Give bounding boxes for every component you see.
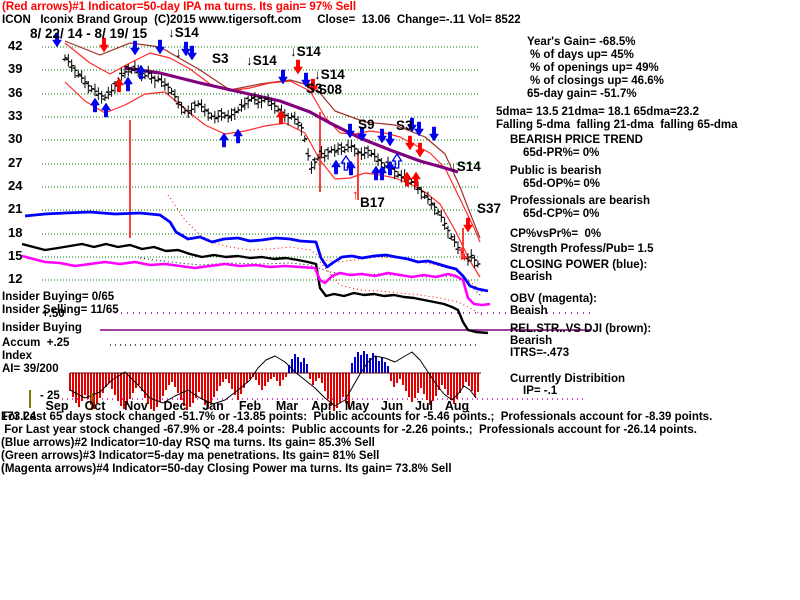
y-axis-label: 33 (8, 108, 23, 123)
relstr-line (21, 242, 489, 335)
right-panel-line: Year's Gain= -68.5% (527, 36, 636, 48)
insider-label: AI= 39/200 (2, 363, 59, 375)
y-axis-label: 39 (8, 61, 23, 76)
right-panel-line: BEARISH PRICE TREND (510, 134, 643, 146)
cp-ma-dotted (167, 194, 483, 293)
date-range: 8/ 22/ 14 - 8/ 19/ 15 (30, 26, 148, 41)
right-panel-line: Public is bearish (510, 165, 602, 177)
bottom-line: For Last 65 days stock changed -51.7% or… (1, 411, 713, 423)
insider-label: Accum +.25 (2, 337, 70, 349)
y-axis-label: 21 (8, 201, 23, 216)
insider-label: +.50 (42, 308, 65, 320)
right-panel-line: 65-day gain= -51.7% (527, 88, 637, 100)
month-label: Jul (414, 399, 434, 413)
signal-label: ↓S14 (168, 25, 199, 40)
signal-label: S3 (396, 118, 413, 133)
title-line: ICON Iconix Brand Group (C)2015 www.tige… (2, 14, 521, 26)
reference-lines (62, 312, 590, 400)
y-axis-label: 18 (8, 225, 23, 240)
right-panel-line: % of days up= 45% (530, 49, 634, 61)
relstr-ma-dotted (319, 261, 483, 316)
right-panel-line: Falling 5-dma falling 21-dma falling 65-… (496, 119, 738, 131)
insider-label: - 25 (40, 390, 60, 402)
right-panel-line: OBV (magenta): (510, 293, 597, 305)
month-label: Oct (84, 399, 106, 413)
month-label: Apr (311, 399, 333, 413)
y-axis-label: 42 (8, 38, 23, 53)
bottom-line: (Green arrows)#3 Indicator=5-day ma pene… (1, 450, 380, 462)
right-panel-line: 65d-OP%= 0% (523, 178, 601, 190)
signal-label: S3 (306, 81, 323, 96)
month-label: Jun (380, 399, 404, 413)
right-panel-line: % of closings up= 46.6% (530, 75, 664, 87)
ai-line (69, 351, 477, 407)
y-axis-label: 27 (8, 155, 23, 170)
y-axis-label: 36 (8, 85, 23, 100)
right-panel-line: % of openings up= 49% (530, 62, 659, 74)
bottom-line: (Magenta arrows)#4 Indicator=50-day Clos… (1, 463, 452, 475)
y-axis-label: 15 (8, 248, 23, 263)
month-label: Aug (444, 399, 470, 413)
ma50-line (124, 66, 459, 174)
y-axis-label: 30 (8, 131, 23, 146)
right-panel-line: REL.STR..VS DJI (brown): (510, 323, 652, 335)
right-panel-line: Currently Distribition (510, 373, 626, 385)
signal-arrows (52, 32, 473, 233)
indicator1-legend: (Red arrows)#1 Indicator=50-day IPA ma t… (2, 1, 357, 13)
right-panel-line: 65d-CP%= 0% (523, 208, 600, 220)
insider-label: Insider Buying= 0/65 (2, 291, 115, 303)
y-axis-label: 12 (8, 271, 23, 286)
signal-label: ↓S14 (290, 44, 321, 59)
month-label: Mar (275, 399, 299, 413)
signal-label: S9 (358, 117, 375, 132)
right-panel-line: 5dma= 13.5 21dma= 18.1 65dma=23.2 (496, 106, 699, 118)
month-label: Nov (124, 399, 148, 413)
right-panel-line: Bearish (510, 335, 553, 347)
right-panel-line: 65d-PR%= 0% (523, 147, 600, 159)
bottom-line: 173.24 (1, 411, 37, 423)
lower-band-line (64, 81, 481, 278)
bottom-line: (Blue arrows)#2 Indicator=10-day RSQ ma … (1, 437, 375, 449)
closing-power-line (24, 210, 489, 293)
signal-label: ↓ (175, 45, 182, 60)
month-label: Dec (163, 399, 187, 413)
vertical-markers (29, 112, 464, 410)
signal-label: S08 (318, 82, 343, 97)
signal-label: ↓S14 (450, 159, 481, 174)
insider-label: Index (2, 350, 33, 362)
right-panel-line: CLOSING POWER (blue): (510, 259, 648, 271)
y-axis-label: 24 (8, 178, 23, 193)
signal-label: B17 (360, 195, 385, 210)
month-label: May (344, 399, 370, 413)
accum-histogram (69, 351, 481, 411)
signal-label: ↓S14 (314, 67, 345, 82)
month-label: Jan (202, 399, 224, 413)
upper-band-line (64, 42, 481, 243)
month-label: Feb (238, 399, 262, 413)
insider-label: Insider Buying (2, 322, 82, 334)
signal-label: ↓S14 (246, 53, 277, 68)
right-panel-line: Professionals are bearish (510, 195, 650, 207)
signal-label: ↑ (352, 187, 359, 202)
bottom-line: For Last year stock changed -67.9% or -2… (1, 424, 697, 436)
right-panel-line: CP%vsPr%= 0% (510, 228, 602, 240)
right-panel-line: Bearish (510, 271, 553, 283)
insider-label: Insider Selling= 11/65 (2, 304, 119, 316)
signal-label: S37 (477, 201, 502, 216)
month-label: Sep (45, 399, 69, 413)
right-panel-line: Strength Profess/Pub= 1.5 (510, 243, 654, 255)
right-panel-line: Beaish (510, 305, 548, 317)
signal-label: S3 (212, 51, 229, 66)
obv-line (21, 254, 491, 307)
right-panel-line: IP= -.1 (523, 385, 558, 397)
right-panel-line: ITRS=-.473 (510, 347, 570, 359)
